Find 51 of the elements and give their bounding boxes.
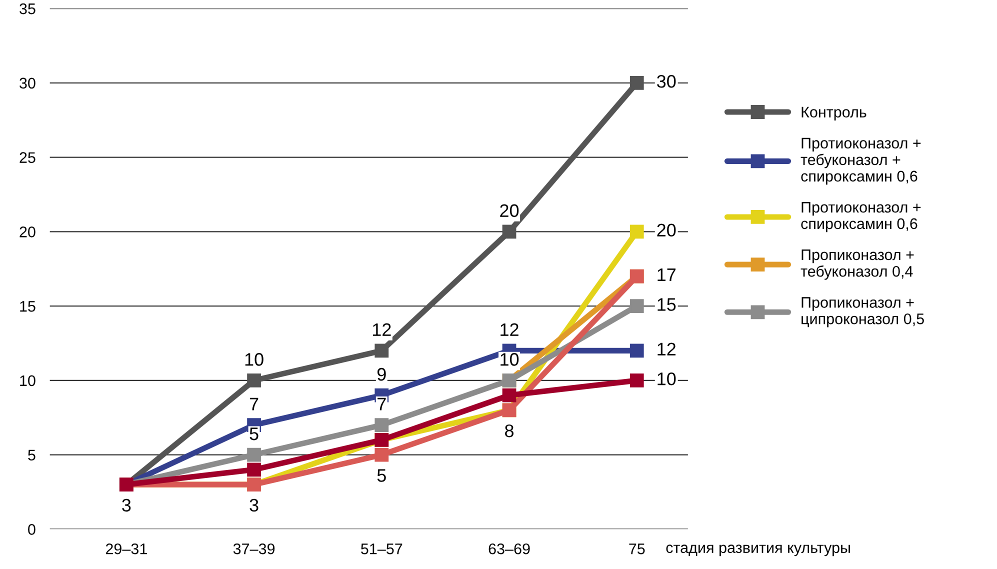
data-label: 10	[658, 372, 676, 386]
y-tick-label: 20	[20, 226, 36, 238]
point	[247, 373, 261, 388]
y-tick-label: 35	[20, 3, 36, 14]
point	[502, 224, 516, 239]
data-label: 15	[658, 298, 676, 311]
point	[630, 76, 644, 90]
point	[247, 462, 261, 477]
x-tick-label: 29–31	[106, 543, 147, 554]
point	[630, 224, 644, 239]
data-label: 8	[505, 424, 514, 438]
point	[630, 299, 644, 313]
data-label: 5	[250, 428, 258, 440]
point	[630, 344, 644, 358]
y-tick-label: 5	[28, 450, 36, 460]
x-tick-label: 63–69	[488, 543, 530, 554]
data-label: 7	[378, 398, 386, 410]
data-label: 30	[657, 74, 676, 88]
x-axis-title: стадия развития культуры	[666, 544, 850, 556]
data-label: 12	[500, 323, 518, 336]
data-label: 20	[500, 204, 519, 218]
y-tick-label: 25	[20, 152, 36, 163]
data-label: 5	[377, 469, 386, 482]
y-tick-label: 10	[20, 375, 36, 386]
legend-label: Протиоконазол + тебуконазол + спироксамин 0,6	[800, 138, 921, 185]
data-label: 12	[372, 323, 391, 336]
legend-label: Контроль	[802, 106, 866, 121]
y-tick-label: 15	[20, 301, 36, 312]
point	[502, 388, 516, 402]
data-label: 10	[245, 353, 264, 366]
data-label: 17	[658, 268, 676, 281]
data-label: 3	[250, 498, 258, 512]
legend-label: Пропиконазол + тебуконазол 0,4	[800, 250, 914, 280]
data-label: 3	[122, 498, 131, 512]
data-label: 20	[657, 224, 676, 237]
data-label: 10	[500, 353, 519, 366]
point	[247, 448, 261, 462]
data-label: 12	[658, 342, 676, 356]
point	[374, 448, 389, 462]
point	[630, 373, 644, 388]
y-tick-label: 0	[28, 524, 36, 535]
data-label: 7	[250, 398, 258, 410]
legend-label: Протиоконазол + спироксамин 0,6	[801, 202, 921, 232]
data-label: 9	[377, 368, 386, 381]
x-tick-label: 75	[629, 544, 645, 554]
point	[374, 418, 389, 432]
x-tick-label: 51–57	[361, 544, 402, 554]
y-tick-label: 30	[20, 78, 36, 89]
x-tick-label: 37–39	[233, 543, 275, 554]
legend-label: Пропиконазол + ципроконазол 0,5	[802, 297, 924, 328]
point	[374, 344, 389, 358]
